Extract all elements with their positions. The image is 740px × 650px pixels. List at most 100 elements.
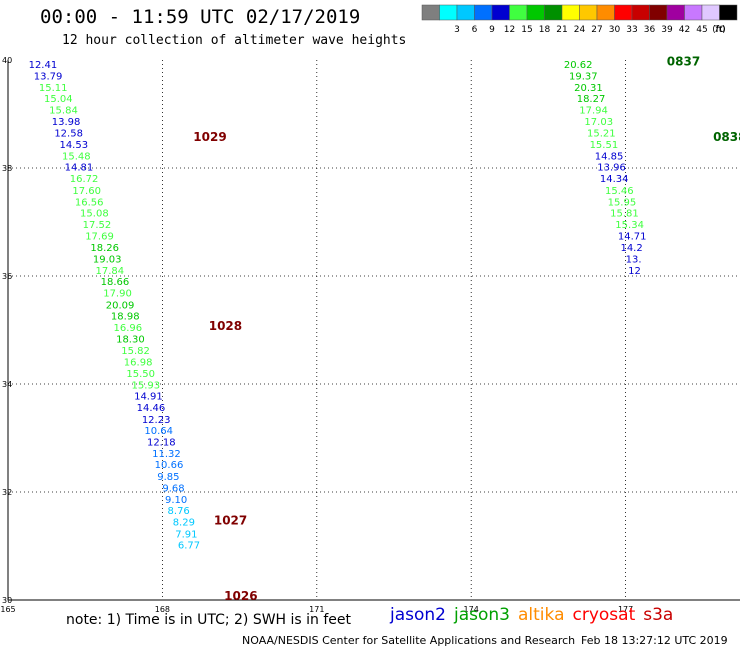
color-scale-label: 6 [472,25,478,35]
wave-height-label: 12.58 [54,129,83,140]
wave-height-label: 18.98 [111,312,140,323]
wave-height-label: 15.11 [39,83,68,94]
color-scale-label: 36 [644,25,656,35]
wave-height-label: 11.32 [152,449,181,460]
wave-height-label: 17.03 [584,117,613,128]
pass-time-label: 0838 [713,130,740,144]
chart-subtitle: 12 hour collection of altimeter wave hei… [62,33,407,48]
x-tick-label: 165 [0,605,15,614]
color-scale-label: 27 [591,25,602,35]
color-scale-label: 33 [626,25,637,35]
wave-height-label: 8.76 [168,506,190,517]
wave-height-label: 15.21 [587,129,616,140]
satellite-legend-entry: jason2 [390,605,446,625]
color-scale-swatch [719,4,738,21]
wave-height-label: 15.95 [608,197,637,208]
pass-time-label: 1027 [214,513,247,527]
wave-height-label: 9.85 [157,472,179,483]
wave-height-label: 14.85 [595,151,624,162]
wave-height-label: 15.48 [62,151,91,162]
wave-height-label: 14.81 [65,163,94,174]
wave-height-label: 12 [628,266,641,277]
pass-time-label: 1028 [209,319,242,333]
wave-height-label: 18.27 [577,94,606,105]
x-tick-label: 174 [464,605,479,614]
color-scale-label: 24 [574,25,586,35]
wave-height-label: 15.50 [126,369,155,380]
wave-height-label: 16.56 [75,197,104,208]
wave-height-label: 19.03 [93,255,122,266]
wave-height-label: 9.10 [165,495,187,506]
wave-height-label: 18.30 [116,334,145,345]
wave-height-label: 14.71 [618,231,647,242]
wave-height-label: 20.31 [574,83,603,94]
color-scale-label: 12 [504,25,515,35]
wave-height-label: 12.23 [142,415,171,426]
wave-height-label: 10.66 [155,460,184,471]
color-scale-label: 3 [454,25,460,35]
wave-height-label: 13.79 [34,71,63,82]
wave-height-label: 10.64 [144,426,173,437]
wave-height-label: 20.09 [106,300,135,311]
wave-height-label: 17.60 [72,186,101,197]
wave-height-label: 17.84 [95,266,124,277]
wave-height-label: 15.34 [615,220,644,231]
wave-height-label: 18.26 [90,243,119,254]
wave-height-label: 17.94 [579,105,608,116]
wave-height-label: 7.91 [175,529,197,540]
wave-height-label: 13.96 [597,163,626,174]
satellite-legend: jason2 jason3 altika cryosat s3a [390,605,681,625]
wave-height-label: 8.29 [173,517,195,528]
chart-title: 00:00 - 11:59 UTC 02/17/2019 [40,6,361,28]
pass-time-label: 1026 [224,589,257,603]
y-tick-label: 32 [2,488,12,497]
wave-height-label: 15.93 [132,380,161,391]
y-tick-label: 38 [2,164,12,173]
footer-note: note: 1) Time is in UTC; 2) SWH is in fe… [66,612,352,628]
wave-height-label: 19.37 [569,71,598,82]
wave-height-label: 14.2 [620,243,642,254]
color-scale-label: 45 [696,25,707,35]
x-tick-label: 177 [618,605,633,614]
wave-height-label: 18.66 [101,277,130,288]
wave-height-label: 15.51 [590,140,619,151]
y-tick-label: 34 [2,380,12,389]
wave-height-label: 15.81 [610,209,639,220]
wave-height-label: 13. [626,255,642,266]
wave-height-label: 14.34 [600,174,629,185]
wave-height-label: 20.62 [564,60,593,71]
x-tick-label: 171 [309,605,324,614]
wave-height-label: 12.41 [29,60,58,71]
wave-height-label: 15.04 [44,94,73,105]
satellite-legend-entry: jason3 [454,605,510,625]
credit-line: NOAA/NESDIS Center for Satellite Applica… [242,634,576,647]
wave-height-label: 16.72 [70,174,99,185]
wave-height-label: 14.53 [59,140,88,151]
color-scale-label: 70 [714,25,726,35]
color-scale-label: 42 [679,25,690,35]
wave-height-label: 6.77 [178,541,200,552]
wave-height-label: 17.90 [103,289,132,300]
wave-height-label: 15.82 [121,346,150,357]
wave-height-label: 16.98 [124,358,153,369]
satellite-legend-entry: cryosat [572,605,636,625]
y-tick-label: 40 [2,56,12,65]
wave-height-label: 15.84 [49,105,78,116]
color-scale-label: 39 [661,25,673,35]
color-scale-label: 9 [489,25,495,35]
generated-timestamp: Feb 18 13:27:12 UTC 2019 [581,634,728,647]
x-tick-label: 168 [155,605,170,614]
color-scale-label: 21 [556,25,567,35]
wave-height-label: 15.46 [605,186,634,197]
wave-height-label: 14.46 [137,403,166,414]
color-scale-legend: 3 6 9 12 15 18 21 24 27 30 33 36 39 42 45 70(ft) [421,4,738,35]
pass-time-label: 1029 [193,130,226,144]
wave-height-label: 15.08 [80,209,109,220]
wave-height-label: 12.18 [147,438,176,449]
color-scale-unit: (ft) [712,25,726,35]
satellite-legend-entry: altika [518,605,565,625]
wave-height-label: 9.68 [162,483,184,494]
pass-time-label: 0837 [667,54,700,68]
color-scale-label: 15 [521,25,532,35]
y-tick-label: 36 [2,272,12,281]
